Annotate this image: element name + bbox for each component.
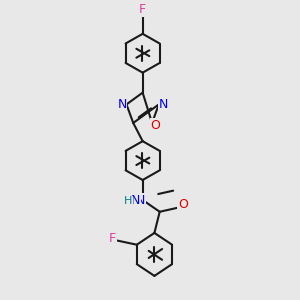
- Text: N: N: [136, 194, 145, 206]
- Text: H: H: [124, 196, 133, 206]
- Text: F: F: [139, 3, 146, 16]
- Text: N: N: [158, 98, 168, 111]
- Text: F: F: [109, 232, 116, 245]
- Text: O: O: [151, 119, 160, 132]
- Text: N: N: [130, 194, 140, 206]
- Text: N: N: [117, 98, 127, 111]
- Text: O: O: [178, 199, 188, 212]
